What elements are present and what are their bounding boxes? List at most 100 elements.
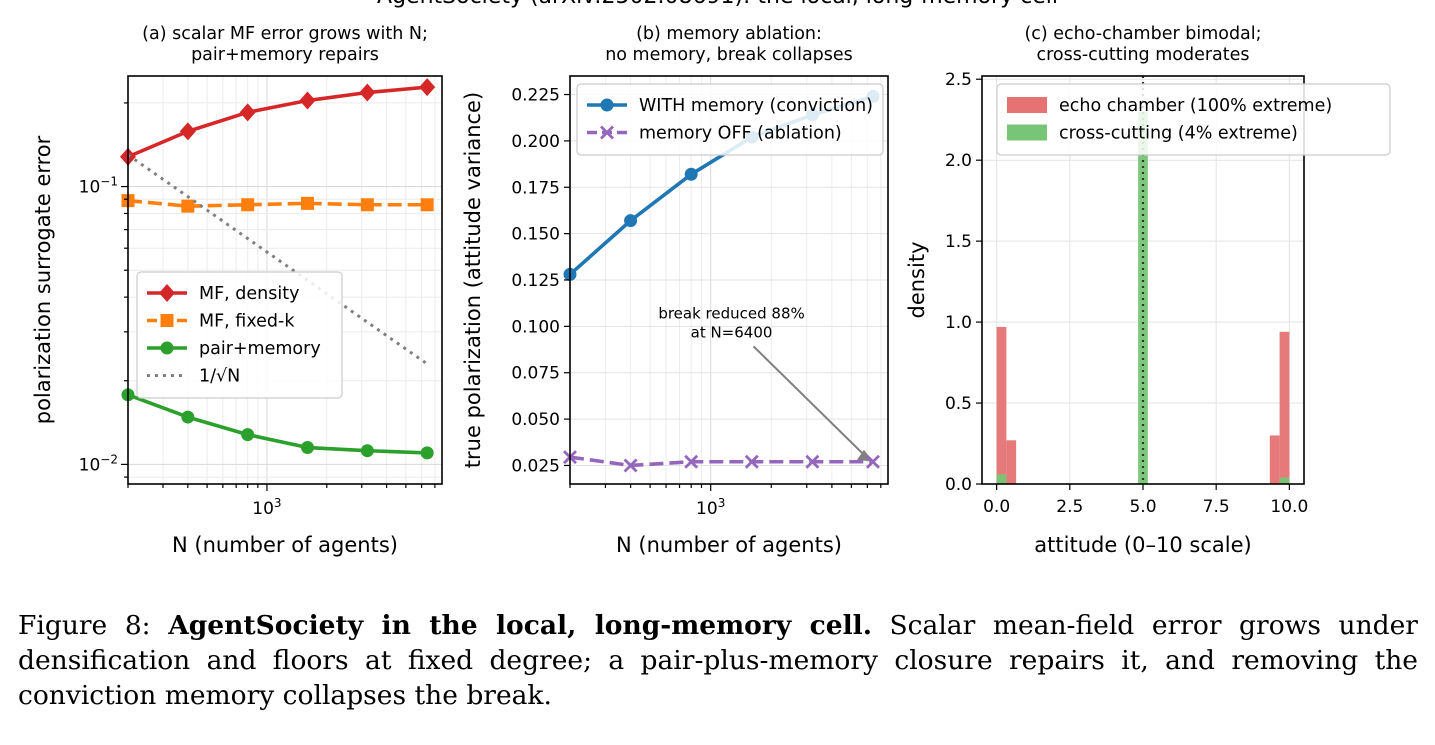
chart-title-line: cross-cutting moderates	[1036, 45, 1249, 65]
x-axis-label: attitude (0–10 scale)	[1034, 533, 1251, 557]
data-point	[624, 214, 638, 228]
legend-label: pair+memory	[199, 339, 321, 359]
chart-title-line: (a) scalar MF error grows with N;	[142, 24, 428, 44]
y-tick-label: 0.075	[511, 364, 560, 384]
y-tick-label: 0.200	[511, 132, 560, 152]
data-point	[744, 454, 759, 469]
chart-panel-2: (b) memory ablation:no memory, break col…	[461, 24, 889, 557]
figure-caption: Figure 8: AgentSociety in the local, lon…	[18, 608, 1418, 713]
y-tick-label: 0.0	[945, 475, 972, 495]
legend-label: MF, fixed-k	[199, 312, 295, 332]
x-axis-label: N (number of agents)	[172, 533, 398, 557]
legend-label: WITH memory (conviction)	[639, 96, 873, 116]
legend-label: echo chamber (100% extreme)	[1059, 96, 1332, 116]
x-tick-label: 103	[252, 496, 281, 519]
x-tick-label: 10.0	[1270, 497, 1308, 517]
y-tick-label: 0.025	[511, 456, 560, 476]
series-line	[127, 393, 428, 455]
y-tick-label: 1.5	[945, 232, 972, 252]
chart-panel-1: (a) scalar MF error grows with N;pair+me…	[31, 24, 443, 557]
legend: echo chamber (100% extreme) cross-cutting…	[996, 83, 1391, 156]
data-point	[419, 78, 436, 97]
legend-box	[136, 271, 343, 399]
data-point	[420, 198, 434, 212]
y-tick-label: 1.0	[945, 313, 972, 333]
data-point	[805, 454, 820, 469]
data-point	[360, 444, 374, 458]
y-tick-label: 10−1	[79, 175, 118, 198]
legend-swatch	[1007, 97, 1047, 113]
legend-marker	[160, 314, 174, 327]
annotation-arrow	[752, 345, 868, 459]
data-point	[239, 103, 256, 122]
data-point	[181, 410, 195, 424]
data-point	[179, 122, 196, 141]
legend-box	[996, 83, 1391, 156]
axes-frame	[127, 75, 443, 485]
annotation-text: break reduced 88%	[658, 304, 804, 322]
histogram-bar	[1006, 440, 1017, 484]
x-tick-label: 0.0	[983, 497, 1010, 517]
chart-title-line: no memory, break collapses	[605, 45, 853, 65]
data-point	[865, 454, 880, 469]
figure-suptitle: AgentSociety (arXiv:2502.08691): the loc…	[0, 0, 1435, 9]
legend-label: 1/√N	[199, 367, 240, 387]
legend-label: MF, density	[199, 284, 299, 304]
chart-panel-3: (c) echo-chamber bimodal;cross-cutting m…	[905, 24, 1391, 557]
series-line	[127, 153, 429, 366]
y-tick-label: 0.175	[511, 178, 560, 198]
histogram-bar	[1279, 477, 1290, 484]
histogram-bar	[1279, 331, 1290, 484]
histogram-bar	[996, 326, 1007, 484]
annotation-text: at N=6400	[691, 323, 773, 341]
data-point	[684, 454, 699, 469]
data-point	[420, 446, 434, 460]
legend-marker	[600, 98, 614, 112]
y-axis-label: true polarization (attitude variance)	[461, 92, 485, 468]
x-axis-label: N (number of agents)	[616, 533, 842, 557]
x-tick-label: 5.0	[1129, 497, 1156, 517]
data-point	[241, 428, 255, 442]
data-point	[300, 196, 314, 210]
y-tick-label: 0.225	[511, 86, 560, 106]
legend-label: cross-cutting (4% extreme)	[1059, 124, 1298, 144]
caption-bold: AgentSociety in the local, long-memory c…	[168, 610, 872, 641]
data-point	[360, 198, 374, 212]
histogram-bar	[996, 474, 1007, 484]
legend-marker	[159, 284, 175, 302]
data-point	[623, 458, 638, 473]
x-tick-label: 7.5	[1203, 497, 1230, 517]
legend: MF, density MF, fixed-k pair+memory 1/√N	[136, 271, 343, 399]
legend-marker	[160, 341, 174, 355]
series-line	[569, 455, 873, 468]
series-line	[127, 85, 428, 159]
caption-label: Figure 8:	[18, 610, 151, 641]
chart-title-line: (b) memory ablation:	[636, 24, 822, 44]
y-tick-label: 0.050	[511, 410, 560, 430]
y-tick-label: 10−2	[79, 452, 118, 475]
figure-canvas: (a) scalar MF error grows with N;pair+me…	[31, 24, 1391, 557]
chart-title-line: pair+memory repairs	[191, 45, 379, 65]
legend-box	[576, 83, 884, 156]
x-tick-label: 103	[696, 496, 725, 519]
y-axis-label: density	[905, 242, 929, 319]
histogram-bar	[1138, 111, 1148, 484]
caption-text: Scalar mean-field error grows under dens…	[18, 610, 1418, 711]
y-tick-label: 2.0	[945, 151, 972, 171]
chart-title-line: (c) echo-chamber bimodal;	[1024, 24, 1261, 44]
data-point	[181, 199, 195, 213]
legend-swatch	[1007, 124, 1047, 141]
series-line	[127, 198, 428, 208]
y-tick-label: 0.5	[945, 394, 972, 414]
legend-label: memory OFF (ablation)	[639, 124, 842, 144]
y-tick-label: 0.150	[511, 225, 560, 245]
histogram-bar	[1269, 435, 1280, 484]
data-point	[359, 83, 376, 102]
data-point	[299, 91, 316, 110]
x-tick-label: 2.5	[1056, 497, 1083, 517]
y-tick-label: 0.100	[511, 317, 560, 337]
y-tick-label: 0.125	[511, 271, 560, 291]
y-tick-label: 2.5	[945, 70, 972, 90]
y-axis-label: polarization surrogate error	[31, 135, 55, 424]
data-point	[241, 198, 255, 212]
